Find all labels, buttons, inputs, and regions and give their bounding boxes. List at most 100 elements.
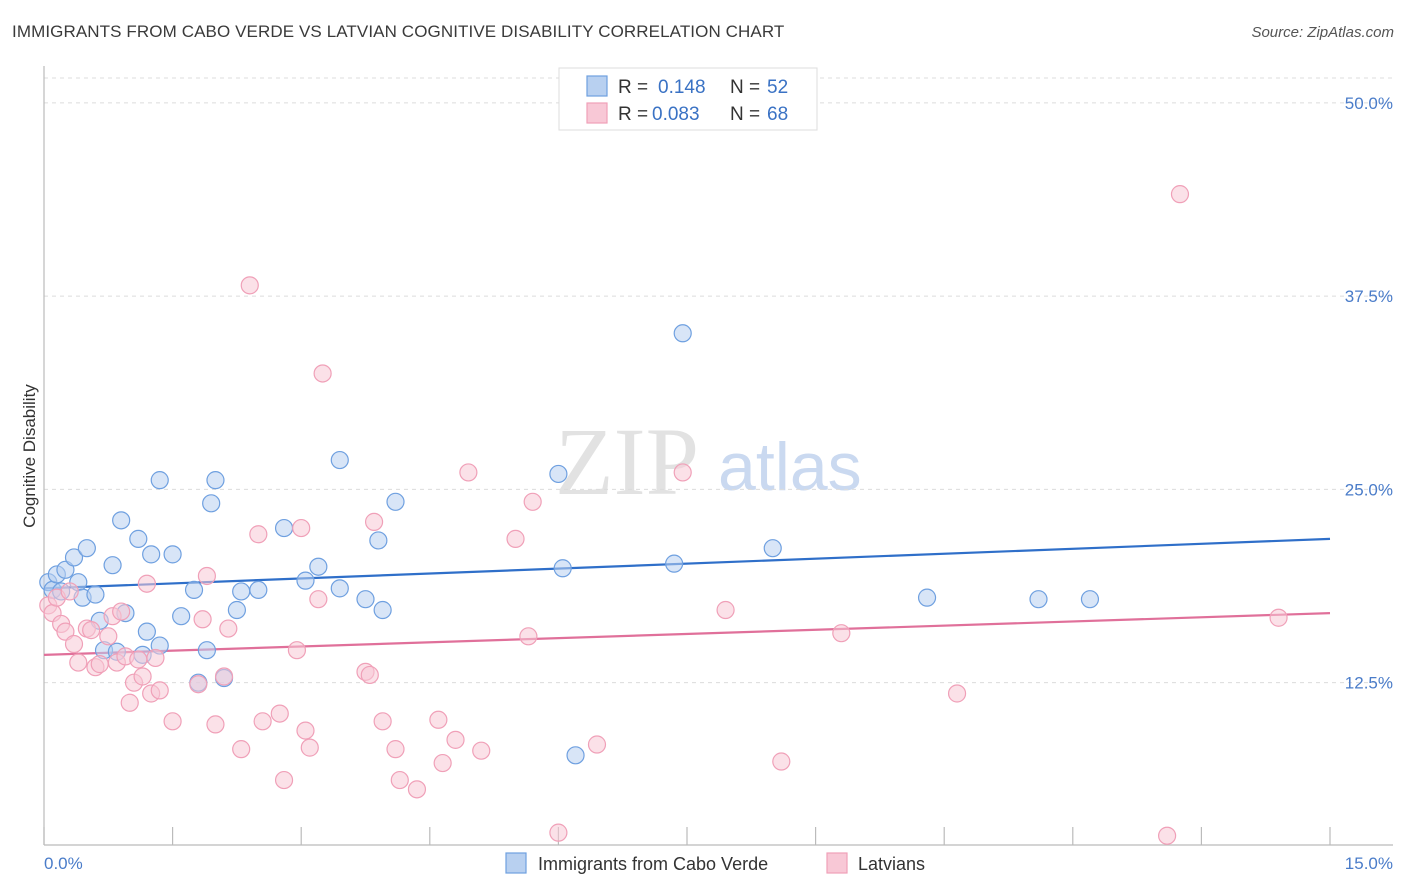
point-latvians-28 xyxy=(197,566,216,586)
point-latvians-36 xyxy=(270,704,289,723)
point-cabo-verde-22 xyxy=(163,545,182,564)
point-latvians-63 xyxy=(772,752,791,771)
bottom-legend-label-cabo-verde: Immigrants from Cabo Verde xyxy=(538,854,768,874)
point-latvians-54 xyxy=(459,463,478,482)
point-latvians-51 xyxy=(429,710,448,729)
point-cabo-verde-33 xyxy=(274,518,294,538)
point-latvians-26 xyxy=(189,675,208,694)
y-tick-labels: 12.5% 25.0% 37.5% 50.0% xyxy=(1345,94,1393,693)
point-latvians-4 xyxy=(56,622,75,641)
legend-r-value-1: 0.148 xyxy=(658,77,706,98)
legend-n-value-2: 68 xyxy=(767,104,788,125)
legend-swatch-cabo-verde xyxy=(586,75,608,97)
y-tick-label-3: 50.0% xyxy=(1345,94,1393,113)
point-cabo-verde-41 xyxy=(386,492,405,511)
point-latvians-23 xyxy=(146,648,165,668)
legend-swatch-latvians xyxy=(586,102,608,124)
point-latvians-30 xyxy=(214,667,234,686)
point-cabo-verde-5 xyxy=(64,548,84,567)
trend-line-cabo-verde xyxy=(43,537,1331,590)
point-latvians-55 xyxy=(472,741,491,760)
trend-lines xyxy=(43,537,1331,656)
source-credit: Source: ZipAtlas.com xyxy=(1251,24,1394,41)
point-latvians-6 xyxy=(64,634,84,654)
point-cabo-verde-16 xyxy=(129,529,148,548)
point-latvians-7 xyxy=(69,653,88,672)
point-latvians-60 xyxy=(587,735,607,754)
point-latvians-25 xyxy=(163,712,182,731)
point-latvians-33 xyxy=(240,276,259,295)
point-cabo-verde-20 xyxy=(150,471,169,490)
bottom-legend: Immigrants from Cabo Verde Latvians xyxy=(505,852,925,874)
point-cabo-verde-39 xyxy=(369,531,388,550)
point-cabo-verde-40 xyxy=(373,600,392,620)
point-latvians-47 xyxy=(373,712,392,731)
point-cabo-verde-42 xyxy=(549,464,568,484)
y-axis-title: Cognitive Disability xyxy=(20,384,39,528)
point-latvians-52 xyxy=(433,753,452,773)
point-latvians-12 xyxy=(99,627,118,646)
point-cabo-verde-19 xyxy=(142,545,161,564)
point-cabo-verde-26 xyxy=(197,641,216,660)
point-latvians-24 xyxy=(150,681,169,700)
point-latvians-9 xyxy=(82,621,101,640)
chart-title: IMMIGRANTS FROM CABO VERDE VS LATVIAN CO… xyxy=(12,22,785,41)
point-cabo-verde-28 xyxy=(206,471,225,490)
point-latvians-45 xyxy=(360,665,379,685)
legend-n-label-2: N = xyxy=(730,104,760,125)
point-cabo-verde-14 xyxy=(112,511,131,530)
point-latvians-49 xyxy=(390,770,409,790)
point-cabo-verde-4 xyxy=(56,560,75,579)
point-cabo-verde-47 xyxy=(763,539,782,558)
point-latvians-48 xyxy=(386,740,405,759)
point-latvians-17 xyxy=(120,693,139,712)
data-points xyxy=(39,185,1288,845)
watermark-zip: ZIP xyxy=(555,408,699,515)
point-latvians-37 xyxy=(274,770,294,790)
trend-line-latvians xyxy=(43,612,1331,656)
point-latvians-15 xyxy=(112,602,131,621)
point-latvians-53 xyxy=(446,730,465,749)
point-cabo-verde-36 xyxy=(330,450,349,470)
point-latvians-41 xyxy=(300,738,319,757)
watermark-atlas: atlas xyxy=(718,429,862,505)
bottom-legend-swatch-cabo-verde xyxy=(505,852,527,874)
point-cabo-verde-37 xyxy=(330,579,349,598)
point-latvians-56 xyxy=(506,529,525,548)
point-latvians-27 xyxy=(193,610,212,629)
point-cabo-verde-43 xyxy=(553,559,572,578)
legend-r-label-2: R = xyxy=(618,104,648,125)
point-latvians-67 xyxy=(1170,185,1190,204)
point-latvians-34 xyxy=(249,525,268,544)
point-latvians-62 xyxy=(716,600,735,620)
point-cabo-verde-9 xyxy=(86,585,105,604)
point-latvians-21 xyxy=(137,574,156,593)
legend-r-label-1: R = xyxy=(618,77,648,98)
legend-r-value-2: 0.083 xyxy=(652,104,700,125)
point-cabo-verde-23 xyxy=(172,607,191,626)
point-latvians-50 xyxy=(407,780,427,799)
point-latvians-59 xyxy=(549,823,568,842)
point-latvians-42 xyxy=(309,590,328,609)
point-latvians-58 xyxy=(523,492,542,511)
point-latvians-31 xyxy=(219,619,238,638)
x-tick-label-min: 0.0% xyxy=(44,854,83,873)
point-cabo-verde-44 xyxy=(566,746,585,765)
point-cabo-verde-18 xyxy=(137,622,156,641)
point-latvians-64 xyxy=(832,624,851,643)
point-latvians-66 xyxy=(1158,826,1177,845)
y-tick-label-2: 37.5% xyxy=(1345,287,1393,306)
point-cabo-verde-8 xyxy=(77,539,96,558)
point-latvians-5 xyxy=(60,582,79,601)
point-latvians-39 xyxy=(292,518,311,538)
point-latvians-35 xyxy=(253,712,272,731)
bottom-legend-label-latvians: Latvians xyxy=(858,854,925,874)
point-cabo-verde-46 xyxy=(673,324,692,343)
point-latvians-29 xyxy=(206,715,225,734)
point-latvians-19 xyxy=(129,650,148,669)
point-latvians-46 xyxy=(364,512,384,531)
bottom-legend-swatch-latvians xyxy=(826,852,848,874)
point-cabo-verde-32 xyxy=(249,580,268,600)
legend-n-value-1: 52 xyxy=(767,77,788,98)
